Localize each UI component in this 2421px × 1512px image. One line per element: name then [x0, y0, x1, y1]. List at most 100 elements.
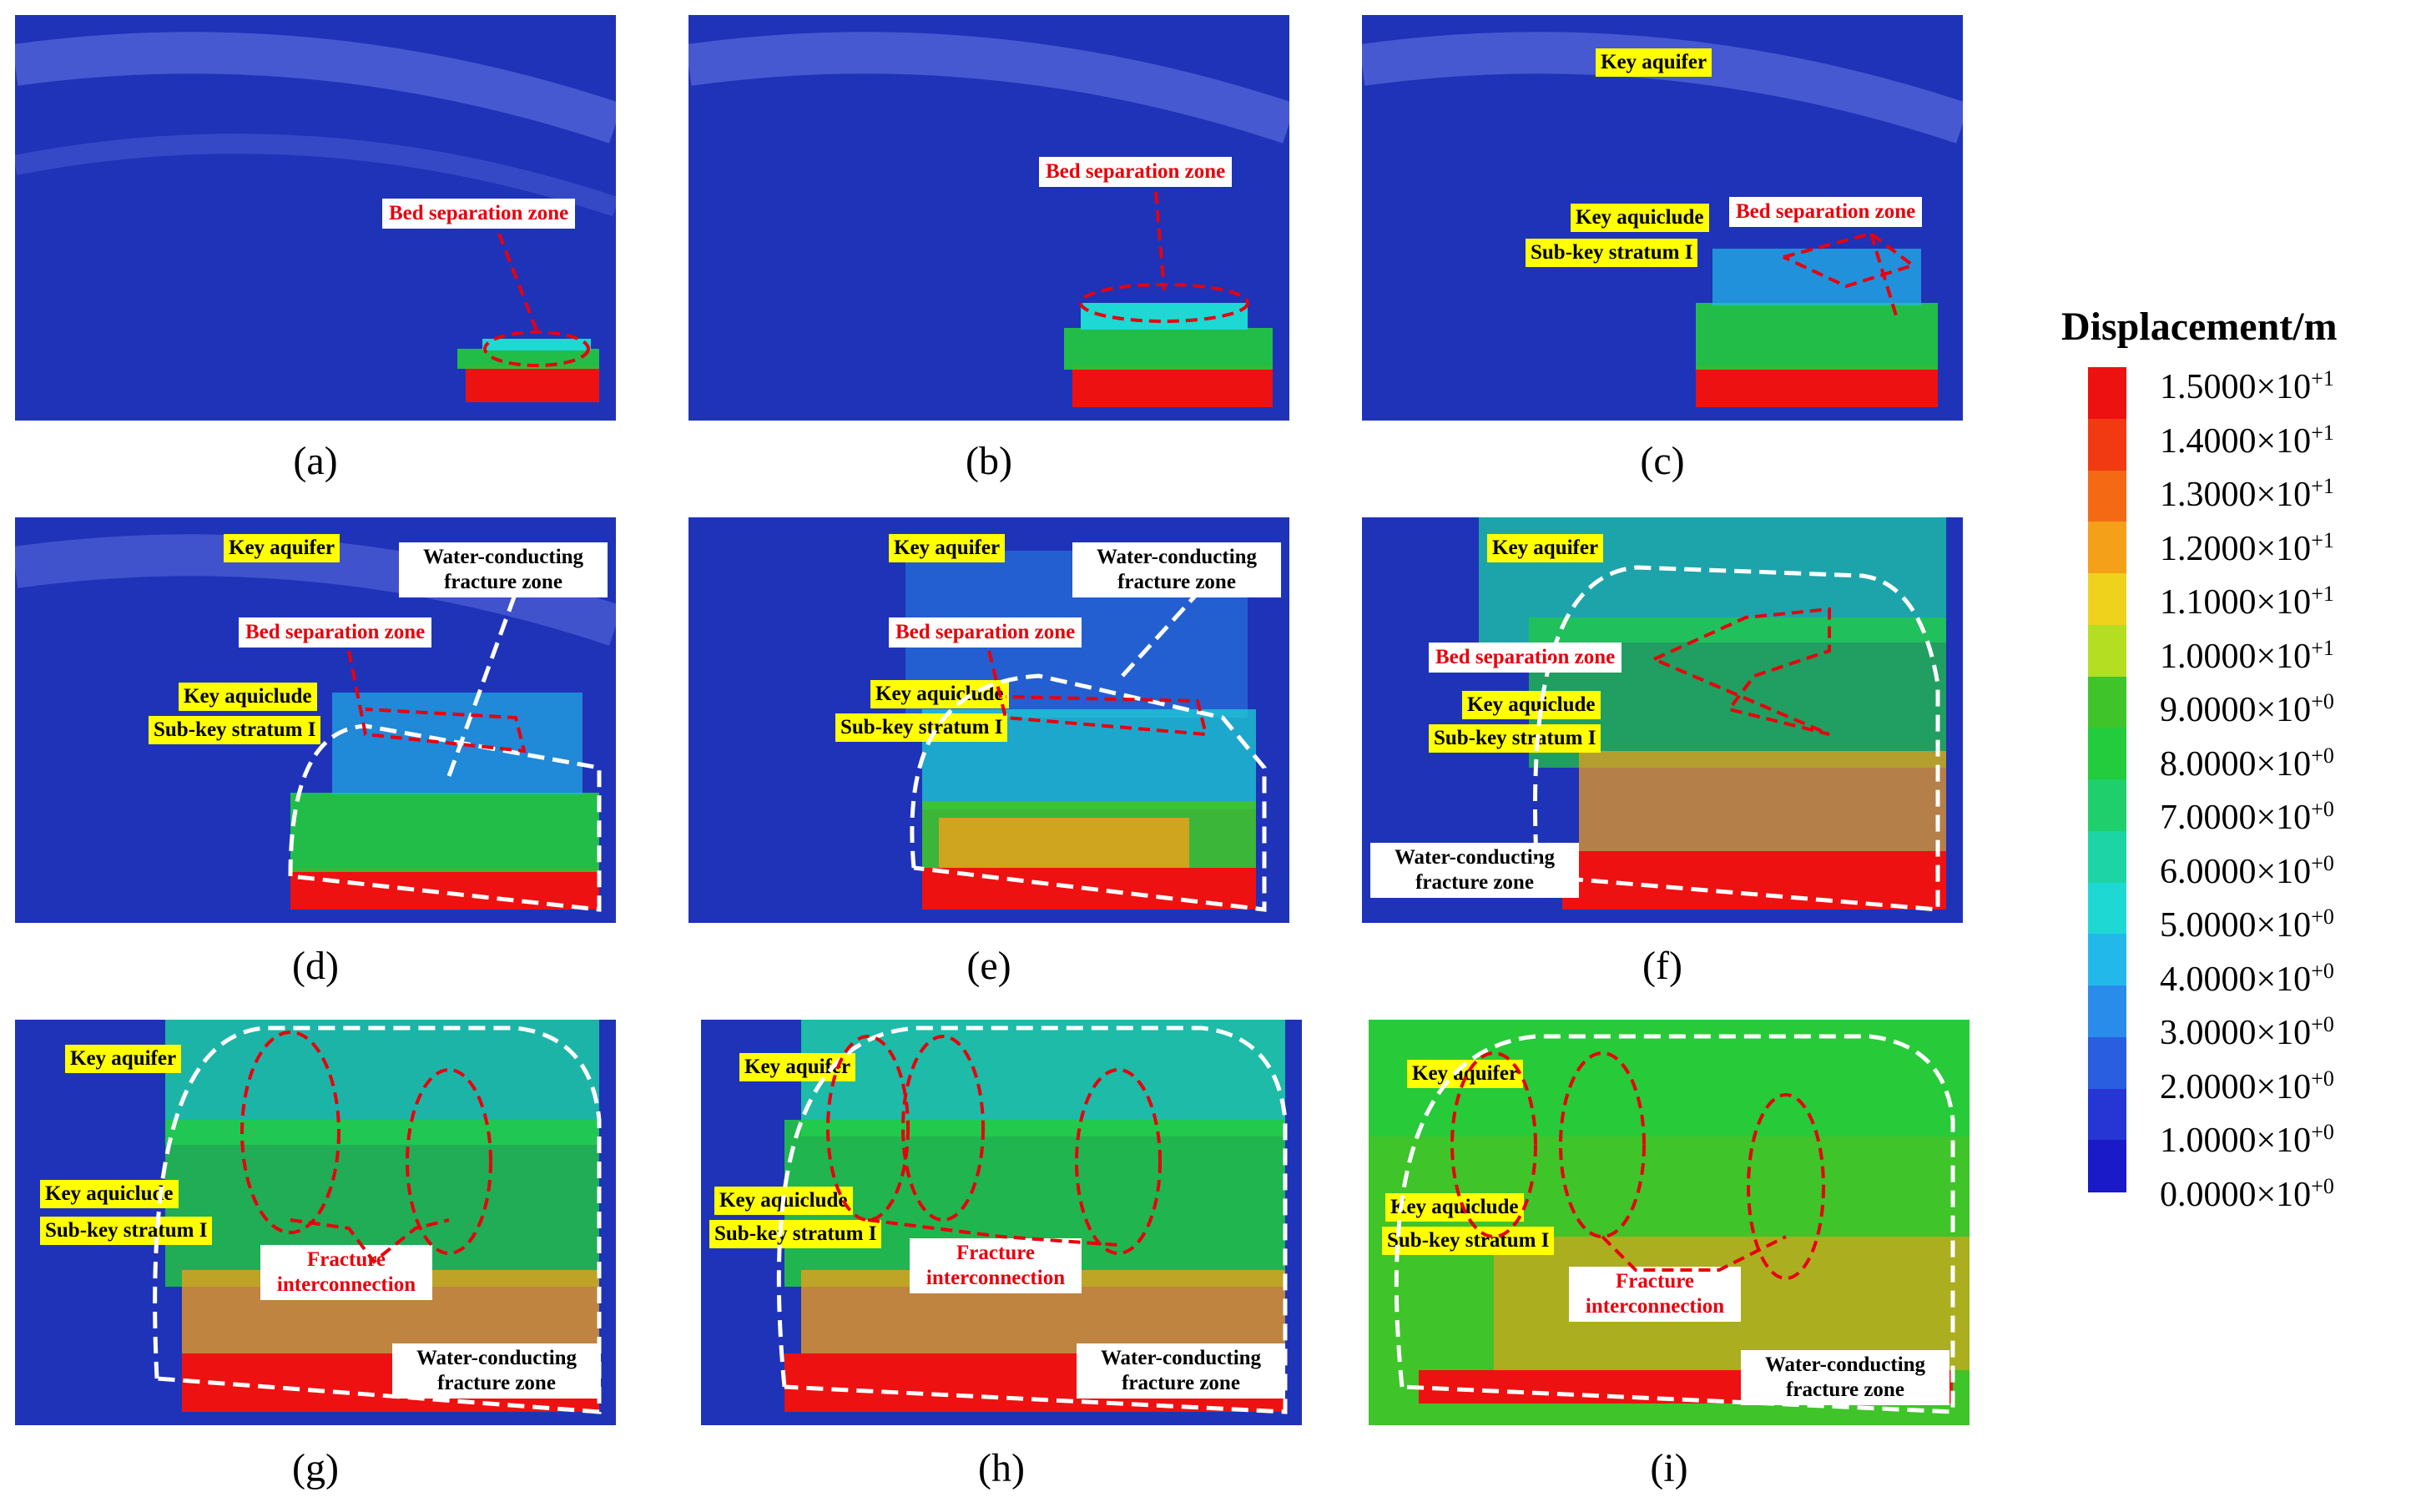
bed-separation-label: Bed separation zone — [1429, 643, 1622, 673]
key-aquiclude-label: Key aquiclude — [179, 683, 317, 711]
legend-tick-exponent: +1 — [2311, 366, 2334, 391]
water-conducting-label: Water-conducting fracture zone — [1072, 542, 1281, 597]
caption-h: (h) — [978, 1446, 1025, 1490]
legend-tick-mantissa: 9.0000×10 — [2160, 691, 2312, 730]
bed-separation-outline — [483, 233, 590, 367]
panel-d: Key aquifer Water-conducting fracture zo… — [15, 517, 616, 923]
key-aquiclude-label: Key aquiclude — [1385, 1193, 1524, 1222]
caption-e: (e) — [966, 944, 1011, 988]
water-conducting-label: Water-conducting fracture zone — [392, 1343, 601, 1399]
bed-separation-label: Bed separation zone — [889, 617, 1082, 648]
legend-color-segment — [2088, 418, 2126, 471]
sub-key-stratum-label: Sub-key stratum I — [1429, 724, 1601, 753]
legend-color-segment — [2088, 728, 2126, 780]
fracture-text: Fracture interconnection — [1585, 1270, 1725, 1318]
key-aquiclude-label: Key aquiclude — [1571, 204, 1709, 232]
panel-a: Bed separation zone — [15, 15, 616, 421]
water-conducting-text: Water-conducting fracture zone — [1764, 1353, 1926, 1401]
legend-tick-mantissa: 1.0000×10 — [2160, 1121, 2312, 1161]
legend-tick-mantissa: 1.3000×10 — [2160, 476, 2312, 515]
panel-b-displacement-map — [688, 15, 1289, 421]
water-conducting-label: Water-conducting fracture zone — [1370, 843, 1579, 898]
zone-outlines — [288, 592, 602, 912]
legend-title: Displacement/m — [2061, 305, 2338, 349]
key-aquiclude-label: Key aquiclude — [40, 1180, 179, 1208]
bed-separation-outline — [1783, 231, 1917, 316]
legend-tick-mantissa: 3.0000×10 — [2160, 1014, 2312, 1053]
zone-outlines — [153, 1026, 602, 1414]
water-conducting-text: Water-conducting fracture zone — [422, 546, 584, 593]
sub-key-stratum-label: Sub-key stratum I — [709, 1220, 882, 1248]
legend-tick-mantissa: 7.0000×10 — [2160, 799, 2312, 838]
sub-key-stratum-label: Sub-key stratum I — [1382, 1227, 1555, 1255]
caption-d: (d) — [292, 944, 339, 988]
legend-tick-mantissa: 1.4000×10 — [2160, 421, 2312, 461]
bed-separation-label: Bed separation zone — [382, 199, 576, 229]
key-aquiclude-label: Key aquiclude — [870, 680, 1009, 708]
legend-tick-exponent: +1 — [2311, 527, 2334, 552]
legend-tick-label: 5.0000×10+0 — [2160, 897, 2334, 945]
legend-color-segment — [2088, 882, 2126, 935]
bed-separation-label: Bed separation zone — [239, 617, 432, 648]
water-conducting-text: Water-conducting fracture zone — [416, 1347, 578, 1394]
panel-e: Key aquifer Water-conducting fracture zo… — [688, 517, 1289, 923]
legend-tick-exponent: +1 — [2311, 420, 2334, 445]
legend-tick-mantissa: 1.1000×10 — [2160, 583, 2312, 622]
zone-outlines — [1394, 1034, 1955, 1414]
legend-color-segment — [2088, 985, 2126, 1038]
caption-f: (f) — [1642, 944, 1682, 988]
caption-a: (a) — [293, 439, 338, 483]
panel-c: Key aquifer Key aquiclude Sub-key stratu… — [1362, 15, 1963, 421]
caption-c: (c) — [1640, 439, 1685, 483]
fracture-interconnection-label: Fracture interconnection — [910, 1238, 1082, 1293]
legend-tick-label: 3.0000×10+0 — [2160, 1005, 2334, 1053]
panel-f: Key aquifer Bed separation zone Key aqui… — [1362, 517, 1963, 923]
legend-color-segment — [2088, 470, 2126, 523]
legend-tick-label: 1.4000×10+1 — [2160, 413, 2334, 461]
legend-tick-label: 1.3000×10+1 — [2160, 466, 2334, 515]
legend-tick-exponent: +0 — [2311, 958, 2334, 983]
legend-color-segment — [2088, 573, 2126, 626]
legend-color-segment — [2088, 522, 2126, 574]
legend-tick-label: 1.1000×10+1 — [2160, 574, 2334, 622]
legend-tick-exponent: +0 — [2311, 689, 2334, 714]
legend-tick-exponent: +0 — [2311, 1066, 2334, 1091]
legend-color-segment — [2088, 1140, 2126, 1192]
panel-i: Key aquifer Key aquiclude Sub-key stratu… — [1369, 1020, 1970, 1425]
legend-tick-label: 1.2000×10+1 — [2160, 521, 2334, 569]
caption-g: (g) — [292, 1446, 339, 1490]
legend-color-segment — [2088, 779, 2126, 832]
key-aquiclude-label: Key aquiclude — [1462, 691, 1601, 719]
legend-tick-mantissa: 1.2000×10 — [2160, 529, 2312, 568]
sub-key-stratum-label: Sub-key stratum I — [1526, 239, 1698, 267]
legend-tick-label: 6.0000×10+0 — [2160, 844, 2334, 892]
panel-g: Key aquifer Key aquiclude Sub-key stratu… — [15, 1020, 616, 1425]
legend-color-segment — [2088, 367, 2126, 420]
key-aquifer-label: Key aquifer — [65, 1045, 182, 1073]
caption-b: (b) — [966, 439, 1012, 483]
legend-tick-label: 9.0000×10+0 — [2160, 682, 2334, 730]
legend-tick-mantissa: 8.0000×10 — [2160, 744, 2312, 784]
legend-tick-exponent: +0 — [2311, 1120, 2334, 1145]
legend-tick-mantissa: 5.0000×10 — [2160, 906, 2312, 945]
zone-outlines — [776, 1026, 1288, 1414]
legend-tick-label: 1.0000×10+0 — [2160, 1112, 2334, 1161]
panel-e-displacement-map — [688, 517, 1289, 923]
legend-colorbar — [2088, 367, 2126, 1192]
legend-color-segment — [2088, 934, 2126, 986]
legend-tick-exponent: +0 — [2311, 1012, 2334, 1037]
zone-outlines — [910, 582, 1267, 912]
key-aquifer-label: Key aquifer — [889, 534, 1006, 562]
legend-tick-mantissa: 1.5000×10 — [2160, 368, 2312, 406]
legend-color-segment — [2088, 1088, 2126, 1142]
legend-color-segment — [2088, 830, 2126, 884]
legend-tick-exponent: +0 — [2311, 1174, 2334, 1198]
legend-tick-exponent: +1 — [2311, 474, 2334, 499]
water-conducting-text: Water-conducting fracture zone — [1394, 846, 1556, 894]
fracture-text: Fracture interconnection — [926, 1242, 1066, 1289]
key-aquifer-label: Key aquifer — [224, 534, 340, 562]
legend-tick-exponent: +0 — [2311, 743, 2334, 768]
water-conducting-text: Water-conducting fracture zone — [1100, 1347, 1262, 1394]
sub-key-stratum-label: Sub-key stratum I — [149, 716, 321, 744]
bed-separation-outline — [1079, 191, 1249, 323]
